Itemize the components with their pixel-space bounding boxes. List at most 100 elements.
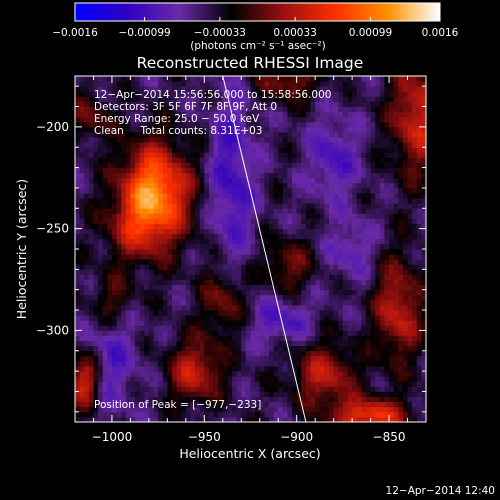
heatmap-cell: [398, 274, 404, 280]
heatmap-cell: [338, 284, 344, 291]
heatmap-cell: [236, 315, 242, 321]
heatmap-cell: [264, 259, 270, 265]
heatmap-cell: [162, 381, 168, 387]
heatmap-cell: [185, 86, 191, 92]
heatmap-cell: [365, 249, 371, 255]
heatmap-cell: [167, 101, 173, 107]
heatmap-cell: [98, 193, 104, 199]
heatmap-cell: [88, 371, 94, 377]
heatmap-cell: [195, 152, 201, 158]
heatmap-cell: [412, 391, 418, 397]
heatmap-cell: [278, 325, 284, 331]
heatmap-cell: [84, 157, 90, 163]
heatmap-cell: [342, 401, 348, 408]
heatmap-cell: [190, 366, 196, 372]
heatmap-cell: [245, 299, 251, 306]
heatmap-cell: [98, 406, 104, 413]
heatmap-cell: [88, 330, 94, 336]
heatmap-cell: [88, 147, 94, 153]
heatmap-cell: [329, 193, 335, 199]
heatmap-cell: [370, 208, 376, 214]
heatmap-cell: [88, 274, 94, 280]
heatmap-cell: [181, 345, 187, 352]
heatmap-cell: [305, 391, 311, 397]
heatmap-cell: [287, 259, 293, 265]
heatmap-cell: [162, 81, 168, 87]
heatmap-cell: [167, 213, 173, 219]
heatmap-cell: [296, 304, 302, 311]
heatmap-cell: [264, 91, 270, 97]
heatmap-cell: [135, 131, 141, 138]
heatmap-cell: [227, 340, 233, 347]
heatmap-cell: [287, 269, 293, 275]
heatmap-cell: [301, 371, 307, 377]
heatmap-cell: [370, 162, 376, 168]
heatmap-cell: [273, 81, 279, 87]
heatmap-cell: [393, 96, 399, 102]
heatmap-cell: [278, 131, 284, 138]
heatmap-cell: [292, 101, 298, 107]
heatmap-cell: [324, 218, 330, 224]
heatmap-cell: [199, 304, 205, 311]
heatmap-cell: [125, 299, 131, 306]
heatmap-cell: [93, 366, 99, 372]
heatmap-cell: [88, 91, 94, 97]
heatmap-cell: [259, 386, 265, 392]
heatmap-cell: [407, 142, 413, 148]
heatmap-cell: [102, 193, 108, 199]
heatmap-cell: [185, 401, 191, 408]
heatmap-cell: [333, 116, 339, 123]
heatmap-cell: [171, 96, 178, 102]
heatmap-cell: [287, 249, 293, 255]
heatmap-cell: [144, 254, 150, 260]
heatmap-cell: [296, 345, 302, 352]
heatmap-cell: [98, 101, 104, 107]
heatmap-cell: [162, 274, 168, 280]
heatmap-cell: [319, 366, 325, 372]
heatmap-cell: [407, 228, 413, 235]
heatmap-cell: [282, 126, 288, 133]
heatmap-cell: [361, 233, 367, 240]
heatmap-cell: [241, 238, 247, 245]
heatmap-cell: [352, 96, 358, 102]
heatmap-cell: [125, 310, 131, 316]
heatmap-cell: [402, 96, 408, 102]
heatmap-cell: [181, 172, 187, 179]
heatmap-cell: [135, 269, 141, 275]
heatmap-cell: [361, 243, 367, 250]
heatmap-cell: [208, 299, 214, 306]
heatmap-cell: [370, 366, 376, 372]
colorbar-units-label: (photons cm⁻² s⁻¹ asec⁻²): [190, 40, 325, 52]
heatmap-cell: [333, 223, 339, 230]
heatmap-cell: [116, 187, 122, 194]
heatmap-cell: [144, 142, 150, 148]
heatmap-cell: [98, 391, 104, 397]
heatmap-cell: [296, 126, 302, 133]
heatmap-cell: [292, 198, 298, 204]
heatmap-cell: [98, 142, 104, 148]
heatmap-cell: [393, 310, 399, 316]
heatmap-cell: [352, 167, 358, 174]
heatmap-cell: [121, 243, 127, 250]
heatmap-cell: [352, 182, 358, 189]
heatmap-cell: [185, 310, 191, 316]
heatmap-cell: [264, 310, 270, 316]
heatmap-cell: [199, 355, 205, 362]
heatmap-cell: [338, 299, 344, 306]
heatmap-cell: [342, 147, 348, 153]
heatmap-cell: [93, 131, 99, 138]
heatmap-cell: [84, 350, 90, 357]
heatmap-cell: [153, 274, 159, 280]
heatmap-cell: [227, 325, 233, 331]
heatmap-cell: [407, 121, 413, 128]
heatmap-cell: [75, 157, 81, 163]
heatmap-cell: [324, 376, 330, 382]
heatmap-cell: [204, 320, 210, 326]
heatmap-cell: [222, 249, 228, 255]
heatmap-cell: [208, 269, 214, 275]
heatmap-cell: [144, 355, 150, 362]
heatmap-cell: [162, 172, 168, 179]
heatmap-cell: [287, 203, 293, 209]
heatmap-cell: [232, 269, 238, 275]
heatmap-cell: [319, 137, 325, 143]
